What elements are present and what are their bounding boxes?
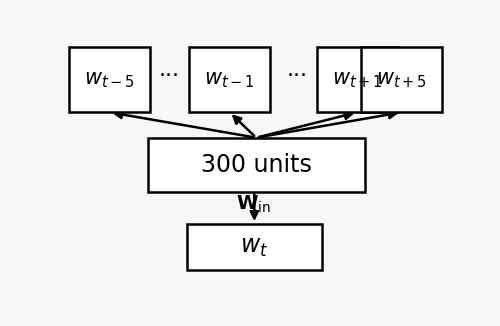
Text: $w_{t+1}$: $w_{t+1}$ (332, 69, 382, 90)
Bar (148, 138, 365, 192)
Text: 300 units: 300 units (201, 153, 312, 177)
Bar (189, 47, 270, 112)
Text: ···: ··· (287, 66, 308, 86)
Text: $w_{t-5}$: $w_{t-5}$ (84, 69, 135, 90)
Bar (186, 224, 322, 270)
Text: $w_t$: $w_t$ (240, 235, 268, 259)
Text: $w_{t-1}$: $w_{t-1}$ (204, 69, 255, 90)
Text: $w_{t+5}$: $w_{t+5}$ (376, 69, 427, 90)
Text: ···: ··· (159, 66, 180, 86)
Bar (361, 47, 442, 112)
Text: $\mathbf{W}_{\mathrm{in}}$: $\mathbf{W}_{\mathrm{in}}$ (236, 194, 272, 215)
Bar (68, 47, 150, 112)
Bar (316, 47, 398, 112)
